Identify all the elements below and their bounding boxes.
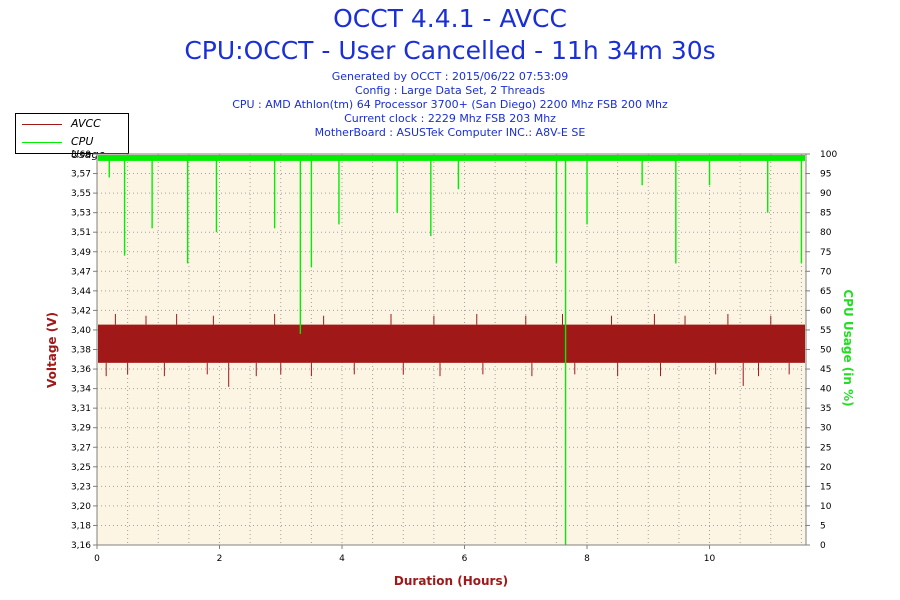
- y-tick-label: 3,27: [71, 443, 91, 453]
- y-tick-label: 3,55: [71, 189, 91, 199]
- x-tick-label: 2: [217, 554, 223, 564]
- y2-tick-label: 25: [820, 443, 831, 453]
- legend: AVCC CPU Usage: [15, 113, 129, 161]
- y2-tick-label: 10: [820, 502, 832, 512]
- info-motherboard: MotherBoard : ASUSTek Computer INC.: A8V…: [314, 126, 586, 139]
- y2-tick-label: 100: [820, 150, 837, 160]
- y-axis-title: Voltage (V): [45, 312, 59, 388]
- y-tick-label: 3,38: [71, 346, 91, 356]
- info-config: Config : Large Data Set, 2 Threads: [355, 84, 545, 97]
- y2-tick-label: 75: [820, 248, 831, 258]
- y2-tick-label: 30: [820, 424, 832, 434]
- y-tick-label: 3,16: [71, 541, 91, 551]
- y-tick-label: 3,47: [71, 267, 91, 277]
- x-tick-label: 10: [704, 554, 716, 564]
- y-tick-label: 3,51: [71, 228, 91, 238]
- legend-swatch-cpu-usage: [22, 142, 62, 143]
- y-tick-label: 3,31: [71, 404, 91, 414]
- y2-tick-label: 35: [820, 404, 831, 414]
- y-tick-label: 3,44: [71, 287, 91, 297]
- x-axis-title: Duration (Hours): [394, 574, 508, 588]
- y-tick-label: 3,36: [71, 365, 91, 375]
- chart-title: OCCT 4.4.1 - AVCC: [333, 4, 567, 33]
- y2-tick-label: 65: [820, 287, 831, 297]
- y2-tick-label: 50: [820, 346, 832, 356]
- legend-item-avcc: AVCC: [16, 116, 128, 132]
- y2-tick-label: 95: [820, 170, 831, 180]
- y2-tick-label: 55: [820, 326, 831, 336]
- y-tick-label: 3,49: [71, 248, 91, 258]
- y2-tick-label: 5: [820, 521, 826, 531]
- x-tick-label: 8: [584, 554, 590, 564]
- avcc-band: [98, 324, 805, 363]
- y2-axis-title: CPU Usage (in %): [841, 289, 855, 406]
- info-cpu: CPU : AMD Athlon(tm) 64 Processor 3700+ …: [232, 98, 668, 111]
- y2-tick-label: 20: [820, 463, 832, 473]
- y-tick-label: 3,60: [71, 150, 91, 160]
- y2-tick-label: 45: [820, 365, 831, 375]
- y-tick-label: 3,42: [71, 306, 91, 316]
- y-tick-label: 3,34: [71, 385, 91, 395]
- x-tick-label: 0: [94, 554, 100, 564]
- legend-swatch-avcc: [22, 124, 62, 125]
- y-tick-label: 3,29: [71, 424, 91, 434]
- y2-tick-label: 15: [820, 482, 831, 492]
- y2-tick-label: 40: [820, 385, 832, 395]
- chart-subtitle: CPU:OCCT - User Cancelled - 11h 34m 30s: [184, 36, 716, 65]
- y-tick-label: 3,25: [71, 463, 91, 473]
- x-tick-label: 6: [462, 554, 468, 564]
- y2-tick-label: 60: [820, 306, 832, 316]
- y-tick-label: 3,20: [71, 502, 91, 512]
- info-generated: Generated by OCCT : 2015/06/22 07:53:09: [331, 70, 569, 83]
- y-tick-label: 3,23: [71, 482, 91, 492]
- y-tick-label: 3,57: [71, 170, 91, 180]
- y2-tick-label: 0: [820, 541, 826, 551]
- x-tick-label: 4: [339, 554, 345, 564]
- y-tick-label: 3,53: [71, 209, 91, 219]
- y-tick-label: 3,40: [71, 326, 91, 336]
- y2-tick-label: 85: [820, 209, 831, 219]
- cpu-usage-band: [98, 155, 805, 161]
- y-tick-label: 3,18: [71, 521, 91, 531]
- info-clock: Current clock : 2229 Mhz FSB 203 Mhz: [344, 112, 556, 125]
- y2-tick-label: 80: [820, 228, 832, 238]
- y2-tick-label: 90: [820, 189, 832, 199]
- y2-tick-label: 70: [820, 267, 832, 277]
- legend-label-avcc: AVCC: [71, 117, 101, 130]
